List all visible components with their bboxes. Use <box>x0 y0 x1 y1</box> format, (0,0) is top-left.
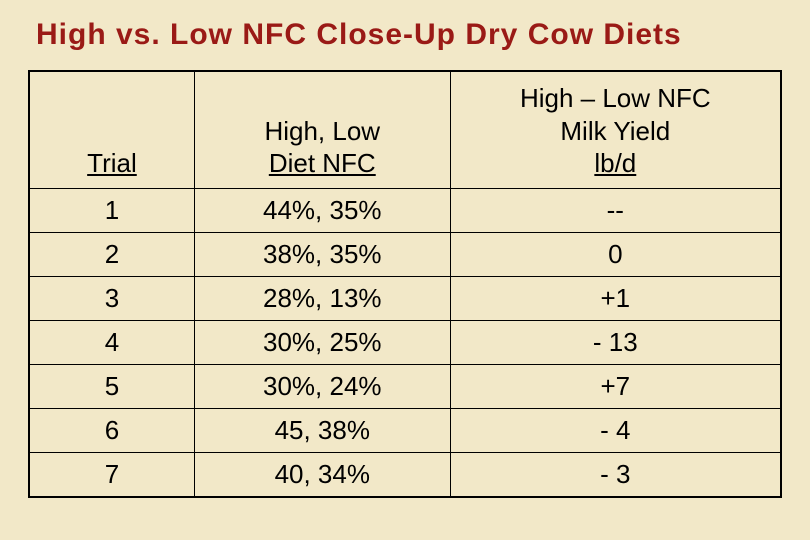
cell-yield: +7 <box>450 364 781 408</box>
cell-yield: - 4 <box>450 408 781 452</box>
cell-diet: 30%, 25% <box>194 320 450 364</box>
col-header-diet: High, Low Diet NFC <box>194 71 450 188</box>
table-header-row: Trial High, Low Diet NFC High – Low NFC … <box>29 71 781 188</box>
cell-diet: 44%, 35% <box>194 188 450 232</box>
cell-trial: 5 <box>29 364 194 408</box>
col-header-diet-line2: Diet NFC <box>269 148 376 178</box>
table-row: 1 44%, 35% -- <box>29 188 781 232</box>
table-row: 3 28%, 13% +1 <box>29 276 781 320</box>
cell-trial: 2 <box>29 232 194 276</box>
col-header-yield-line3: lb/d <box>594 148 636 178</box>
cell-trial: 6 <box>29 408 194 452</box>
table-row: 4 30%, 25% - 13 <box>29 320 781 364</box>
cell-yield: 0 <box>450 232 781 276</box>
table-row: 7 40, 34% - 3 <box>29 452 781 497</box>
col-header-yield: High – Low NFC Milk Yield lb/d <box>450 71 781 188</box>
cell-yield: - 13 <box>450 320 781 364</box>
page-title: High vs. Low NFC Close-Up Dry Cow Diets <box>28 18 782 52</box>
cell-trial: 1 <box>29 188 194 232</box>
cell-diet: 38%, 35% <box>194 232 450 276</box>
col-header-diet-line1: High, Low <box>264 116 380 146</box>
table-row: 6 45, 38% - 4 <box>29 408 781 452</box>
table-row: 5 30%, 24% +7 <box>29 364 781 408</box>
col-header-trial-label: Trial <box>87 148 137 178</box>
table-body: 1 44%, 35% -- 2 38%, 35% 0 3 28%, 13% +1… <box>29 188 781 497</box>
cell-trial: 3 <box>29 276 194 320</box>
cell-yield: - 3 <box>450 452 781 497</box>
nfc-diet-table: Trial High, Low Diet NFC High – Low NFC … <box>28 70 782 498</box>
table-row: 2 38%, 35% 0 <box>29 232 781 276</box>
cell-diet: 45, 38% <box>194 408 450 452</box>
col-header-yield-line2: Milk Yield <box>560 116 670 146</box>
cell-diet: 30%, 24% <box>194 364 450 408</box>
cell-trial: 4 <box>29 320 194 364</box>
cell-yield: -- <box>450 188 781 232</box>
cell-diet: 28%, 13% <box>194 276 450 320</box>
cell-yield: +1 <box>450 276 781 320</box>
cell-diet: 40, 34% <box>194 452 450 497</box>
col-header-yield-line1: High – Low NFC <box>520 83 711 113</box>
col-header-trial: Trial <box>29 71 194 188</box>
cell-trial: 7 <box>29 452 194 497</box>
